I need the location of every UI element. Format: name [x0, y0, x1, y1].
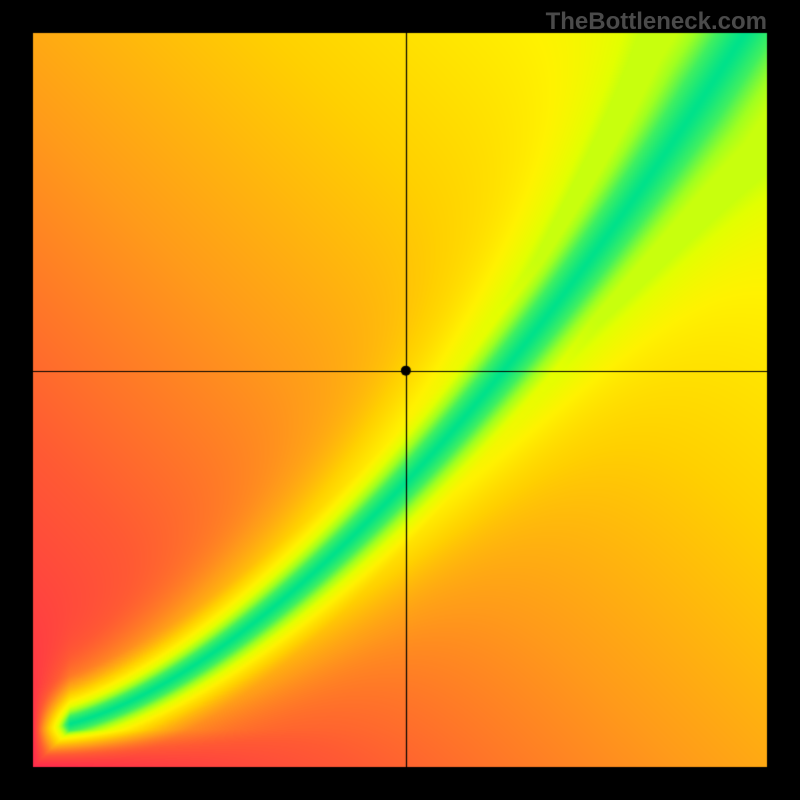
heatmap-canvas [0, 0, 800, 800]
chart-container: TheBottleneck.com [0, 0, 800, 800]
watermark-label: TheBottleneck.com [546, 8, 767, 36]
